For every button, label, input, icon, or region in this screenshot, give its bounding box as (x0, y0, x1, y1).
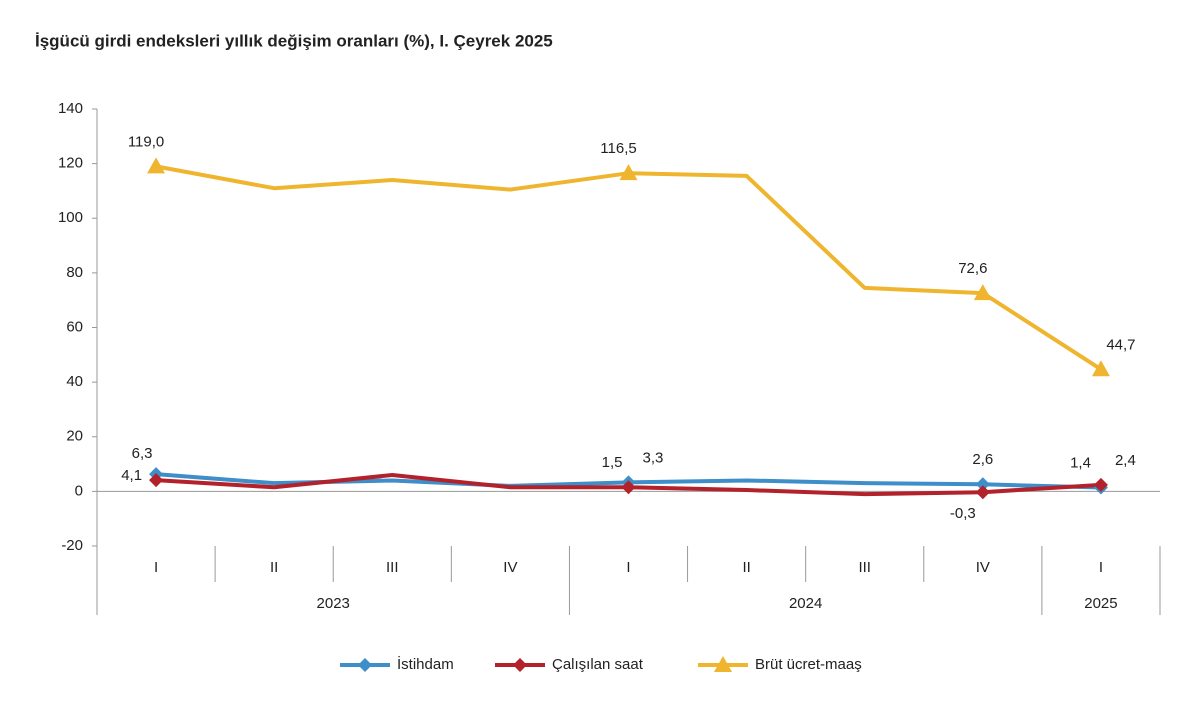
marker (973, 284, 992, 301)
data-label: 116,5 (600, 140, 636, 157)
data-label: -0,3 (950, 505, 976, 522)
y-tick-label: 20 (66, 428, 83, 445)
y-tick-label: 100 (58, 209, 83, 226)
x-tick-label: IV (503, 559, 517, 576)
legend-marker (358, 658, 372, 672)
y-tick-label: 60 (66, 318, 83, 335)
y-tick-label: 80 (66, 264, 83, 281)
year-label: 2023 (317, 595, 350, 612)
data-label: 1,5 (602, 454, 623, 471)
y-tick-label: 40 (66, 373, 83, 390)
data-label: 119,0 (128, 133, 164, 150)
chart-title: İşgücü girdi endeksleri yıllık değişim o… (35, 31, 553, 50)
x-tick-label: II (742, 559, 750, 576)
x-tick-label: I (626, 559, 630, 576)
y-tick-label: -20 (61, 537, 83, 554)
x-tick-label: III (386, 559, 399, 576)
x-tick-label: I (154, 559, 158, 576)
legend-label: Çalışılan saat (552, 656, 644, 673)
data-label: 3,3 (643, 449, 664, 466)
marker (1093, 477, 1108, 492)
legend-label: Brüt ücret-maaş (755, 656, 862, 673)
legend-marker (714, 656, 732, 672)
y-tick-label: 120 (58, 155, 83, 172)
data-label: 2,4 (1115, 452, 1136, 469)
marker (619, 164, 638, 181)
marker (975, 485, 990, 500)
marker (621, 480, 636, 495)
y-tick-label: 140 (58, 100, 83, 117)
year-label: 2025 (1084, 595, 1117, 612)
x-tick-label: IV (976, 559, 990, 576)
legend-marker (513, 658, 527, 672)
legend-label: İstihdam (397, 655, 454, 673)
data-label: 6,3 (132, 445, 153, 462)
marker (1091, 360, 1110, 377)
year-label: 2024 (789, 595, 822, 612)
data-label: 4,1 (121, 467, 142, 484)
x-tick-label: II (270, 559, 278, 576)
marker (149, 473, 164, 488)
marker (147, 157, 166, 174)
data-label: 44,7 (1106, 336, 1135, 353)
data-label: 72,6 (958, 260, 987, 277)
x-tick-label: III (858, 559, 871, 576)
data-label: 2,6 (972, 451, 993, 468)
x-tick-label: I (1099, 559, 1103, 576)
data-label: 1,4 (1070, 455, 1091, 472)
marker (975, 477, 990, 492)
y-tick-label: 0 (75, 482, 83, 499)
